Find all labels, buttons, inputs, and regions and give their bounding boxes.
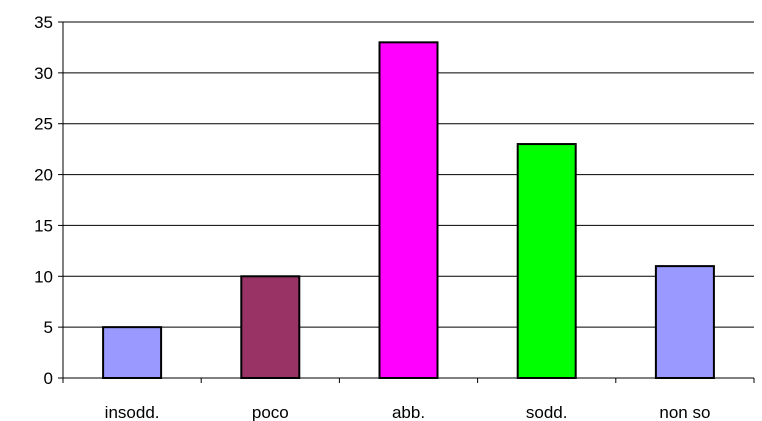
x-axis-labels: insodd. poco abb. sodd. non so [62, 378, 755, 421]
bar [102, 326, 163, 379]
y-tick-label: 30 [34, 64, 53, 83]
x-category-label: abb. [392, 403, 425, 421]
y-axis-ticks: 0 5 10 15 20 25 30 35 [34, 13, 63, 388]
y-tick-label: 0 [44, 369, 53, 388]
y-tick-label: 35 [34, 13, 53, 32]
y-tick-label: 10 [34, 267, 53, 286]
y-tick-label: 20 [34, 166, 53, 185]
bars [102, 41, 715, 379]
bar [240, 275, 301, 379]
x-category-label: non so [659, 403, 710, 421]
y-tick-label: 5 [44, 318, 53, 337]
y-tick-label: 15 [34, 216, 53, 235]
x-category-label: sodd. [526, 403, 568, 421]
x-category-label: insodd. [105, 403, 160, 421]
y-tick-label: 25 [34, 115, 53, 134]
axes [62, 22, 754, 379]
bar [378, 41, 439, 379]
bar [516, 143, 577, 379]
x-category-label: poco [252, 403, 289, 421]
bar [654, 265, 715, 379]
